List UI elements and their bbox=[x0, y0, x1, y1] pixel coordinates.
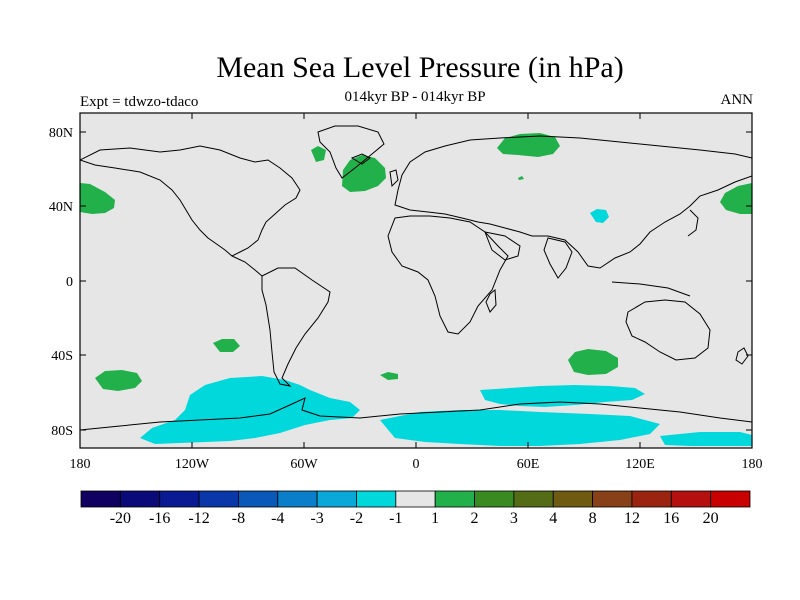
southern-ocean-indian-low bbox=[480, 385, 645, 407]
lat-label: 40S bbox=[51, 349, 73, 364]
southern-indian-high bbox=[568, 349, 618, 375]
colorbar-label: 12 bbox=[624, 510, 640, 527]
lon-label: 60E bbox=[517, 457, 540, 472]
antarctica-coast bbox=[80, 397, 752, 431]
south-america-coast bbox=[261, 267, 331, 387]
subtitle: 014kyr BP - 014kyr BP bbox=[344, 89, 486, 105]
colorbar-label: 2 bbox=[471, 510, 479, 527]
new-zealand-coast bbox=[735, 347, 749, 365]
greenland-coast bbox=[317, 125, 385, 179]
lon-label: 60W bbox=[290, 457, 318, 472]
south-pacific-high bbox=[95, 370, 142, 391]
colorbar-swatch bbox=[670, 490, 712, 508]
colorbar-label: -2 bbox=[350, 510, 363, 527]
colorbar-swatch bbox=[198, 490, 239, 508]
colorbar-label: -1 bbox=[389, 510, 402, 527]
season-label: ANN bbox=[720, 92, 754, 108]
latitude-labels: 80N 40N 0 40S 80S bbox=[49, 126, 73, 439]
colorbar-label: 1 bbox=[431, 510, 439, 527]
colorbar-swatch bbox=[395, 490, 436, 508]
positive-anomaly-areas bbox=[80, 133, 752, 391]
map-background bbox=[80, 113, 752, 448]
north-pacific-high-east bbox=[720, 183, 752, 214]
coastlines bbox=[80, 125, 752, 431]
colorbar-swatch bbox=[552, 490, 593, 508]
lat-label: 80S bbox=[51, 424, 73, 439]
africa-coast bbox=[387, 215, 509, 335]
colorbar-swatch bbox=[356, 490, 397, 508]
japan-coast bbox=[687, 209, 699, 237]
colorbar-label: -8 bbox=[232, 510, 245, 527]
siberian-small-high bbox=[518, 176, 524, 180]
british-isles-coast bbox=[389, 169, 399, 188]
negative-anomaly-areas bbox=[140, 209, 752, 446]
central-asia-low bbox=[590, 209, 609, 223]
lon-label: 120W bbox=[175, 457, 210, 472]
colorbar-swatch bbox=[710, 490, 751, 508]
lon-label: 0 bbox=[413, 457, 420, 472]
arabia-coast bbox=[484, 231, 521, 261]
colorbar-label: 4 bbox=[549, 510, 557, 527]
indonesia-coast bbox=[611, 281, 691, 297]
colorbar-label: 3 bbox=[510, 510, 518, 527]
southern-ocean-small-high bbox=[380, 372, 398, 380]
lat-label: 0 bbox=[66, 275, 73, 290]
lon-label: 180 bbox=[70, 457, 91, 472]
colorbar-label: 8 bbox=[589, 510, 597, 527]
colorbar-swatch bbox=[80, 490, 121, 508]
north-pacific-high-west bbox=[80, 183, 115, 214]
colorbar-label: -12 bbox=[188, 510, 209, 527]
colorbar-label: 20 bbox=[703, 510, 719, 527]
lon-label: 180 bbox=[742, 457, 763, 472]
iceland-coast bbox=[350, 153, 371, 165]
colorbar-label: -3 bbox=[310, 510, 323, 527]
india-coast bbox=[543, 237, 573, 279]
experiment-label: Expt = tdwzo-tdaco bbox=[80, 94, 199, 110]
colorbar-swatch bbox=[631, 490, 672, 508]
barents-sea-high bbox=[497, 133, 560, 157]
lat-label: 80N bbox=[49, 126, 73, 141]
colorbar-swatch bbox=[238, 490, 279, 508]
longitude-labels: 180 120W 60W 0 60E 120E 180 bbox=[70, 457, 763, 472]
colorbar-swatch bbox=[592, 490, 633, 508]
lon-label: 120E bbox=[625, 457, 655, 472]
colorbar-label: -20 bbox=[110, 510, 131, 527]
southern-ocean-pacific-low bbox=[140, 376, 360, 444]
colorbar-swatch bbox=[316, 490, 357, 508]
colorbar-swatch bbox=[474, 490, 515, 508]
colorbar-swatch bbox=[277, 490, 318, 508]
lat-label: 40N bbox=[49, 200, 73, 215]
north-america-coast bbox=[80, 145, 301, 257]
pacific-antarctic-low bbox=[660, 432, 752, 446]
eurasia-coast bbox=[394, 135, 752, 269]
south-atlantic-high bbox=[213, 339, 240, 352]
australia-coast bbox=[625, 299, 711, 361]
central-america-coast bbox=[231, 255, 263, 277]
greenland-sea-high bbox=[342, 155, 386, 192]
madagascar-coast bbox=[485, 289, 497, 313]
colorbar-swatch bbox=[159, 490, 200, 508]
colorbar-label: -16 bbox=[149, 510, 170, 527]
colorbar-swatch bbox=[513, 490, 554, 508]
antarctic-coast-low bbox=[380, 410, 660, 446]
colorbar-label: -4 bbox=[271, 510, 284, 527]
colorbar-label: 16 bbox=[663, 510, 679, 527]
colorbar: -20 -16 -12 -8 -4 -3 -2 -1 1 2 3 4 8 12 16 20 bbox=[80, 490, 751, 527]
colorbar-swatch bbox=[434, 490, 475, 508]
page-title: Mean Sea Level Pressure (in hPa) bbox=[216, 51, 624, 84]
colorbar-swatch bbox=[119, 490, 161, 508]
axis-ticks bbox=[79, 113, 753, 448]
greenland-high bbox=[311, 146, 326, 162]
